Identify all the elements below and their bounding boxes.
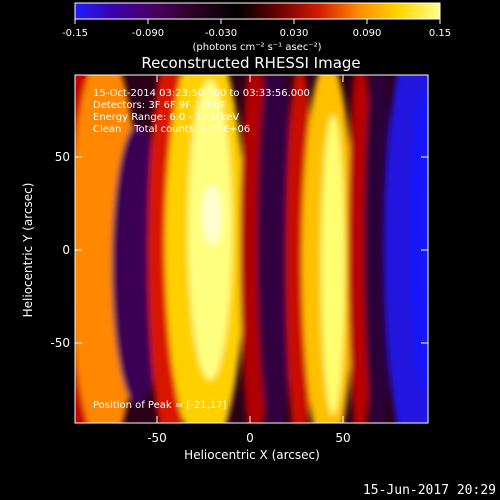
plot-title: Reconstructed RHESSI Image xyxy=(141,54,360,72)
y-tick-label-1: 0 xyxy=(62,243,70,257)
colorbar-tick-label-5: 0.15 xyxy=(429,28,451,39)
y-tick-label-0: 50 xyxy=(55,150,70,164)
image-panel: 15-Oct-2014 03:23:50.200 to 03:33:56.000… xyxy=(74,74,429,424)
annotation-detectors: Detectors: 3F 6F 9F 10FDF xyxy=(93,100,226,111)
annotation-energy-range: Energy Range: 6.0 - 12.0 keV xyxy=(93,112,239,123)
image-frame xyxy=(74,74,429,424)
colorbar-ticks xyxy=(74,19,441,24)
image-corner-marker xyxy=(76,76,85,79)
footer-timestamp: 15-Jun-2017 20:29 xyxy=(363,483,496,498)
rhessi-image xyxy=(75,75,428,423)
image-dark-band-2 xyxy=(364,75,392,423)
colorbar-tick-label-3: 0.030 xyxy=(280,28,309,39)
image-dark-band-1 xyxy=(257,75,293,423)
x-tick-label-2: 50 xyxy=(335,431,350,445)
colorbar-tick-label-4: 0.090 xyxy=(353,28,382,39)
colorbar-unit-label: (photons cm⁻² s⁻¹ asec⁻²) xyxy=(192,42,321,53)
x-tick-label-1: 0 xyxy=(246,431,254,445)
annotation-peak-position: Position of Peak = [-21,17] xyxy=(93,400,227,411)
colorbar: -0.15 -0.090 -0.030 0.030 0.090 0.15 (ph… xyxy=(62,2,451,53)
colorbar-gradient xyxy=(74,2,441,20)
colorbar-tick-label-0: -0.15 xyxy=(62,28,88,39)
annotation-time-range: 15-Oct-2014 03:23:50.200 to 03:33:56.000 xyxy=(93,88,310,99)
x-axis-label: Heliocentric X (arcsec) xyxy=(184,448,320,462)
annotation-method: Clean Total counts: 2.75E+06 xyxy=(93,124,250,135)
image-peak-core xyxy=(202,185,222,245)
axis-ticks xyxy=(75,75,428,423)
x-tick-label-0: -50 xyxy=(147,431,167,445)
colorbar-tick-label-2: -0.030 xyxy=(205,28,237,39)
image-bright-band-2-core xyxy=(321,115,345,415)
y-axis-label: Heliocentric Y (arcsec) xyxy=(21,183,35,318)
image-blue-region-core xyxy=(411,90,428,390)
colorbar-tick-label-1: -0.090 xyxy=(132,28,164,39)
y-tick-label-2: -50 xyxy=(50,336,70,350)
